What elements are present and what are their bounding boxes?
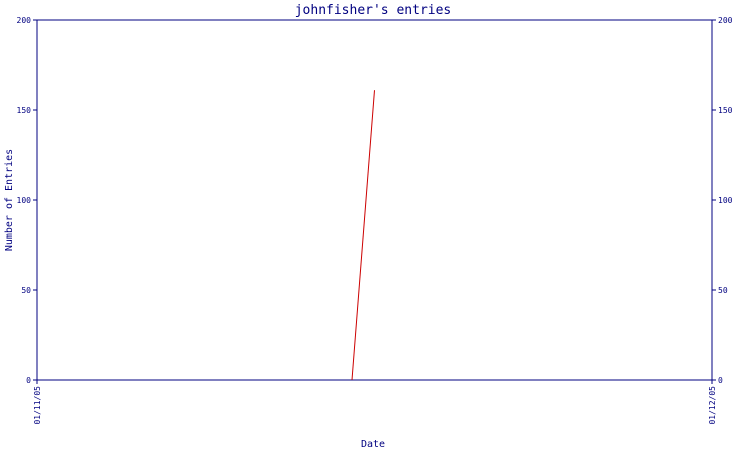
y-tick-right-label: 50	[718, 286, 728, 295]
x-axis-label: Date	[361, 439, 385, 450]
x-axis: 01/11/05 01/12/05	[33, 380, 717, 425]
y-axis-left: 0 50 100 150 200	[17, 16, 37, 385]
y-tick-left-label: 100	[17, 196, 32, 205]
chart-title: johnfisher's entries	[295, 3, 452, 18]
x-tick-label: 01/12/05	[708, 386, 717, 425]
y-tick-right-label: 150	[718, 106, 733, 115]
y-axis-label: Number of Entries	[4, 149, 15, 251]
series-layer	[351, 90, 375, 381]
y-axis-right: 0 50 100 150 200	[712, 16, 733, 385]
x-tick-label: 01/11/05	[33, 386, 42, 425]
y-tick-right-label: 200	[718, 16, 733, 25]
plot-frame	[36, 19, 713, 381]
y-tick-left-label: 200	[17, 16, 32, 25]
y-tick-left-label: 50	[21, 286, 31, 295]
y-tick-right-label: 100	[718, 196, 733, 205]
series-line-0	[351, 90, 375, 381]
y-tick-right-label: 0	[718, 376, 723, 385]
y-tick-left-label: 0	[26, 376, 31, 385]
y-tick-left-label: 150	[17, 106, 32, 115]
